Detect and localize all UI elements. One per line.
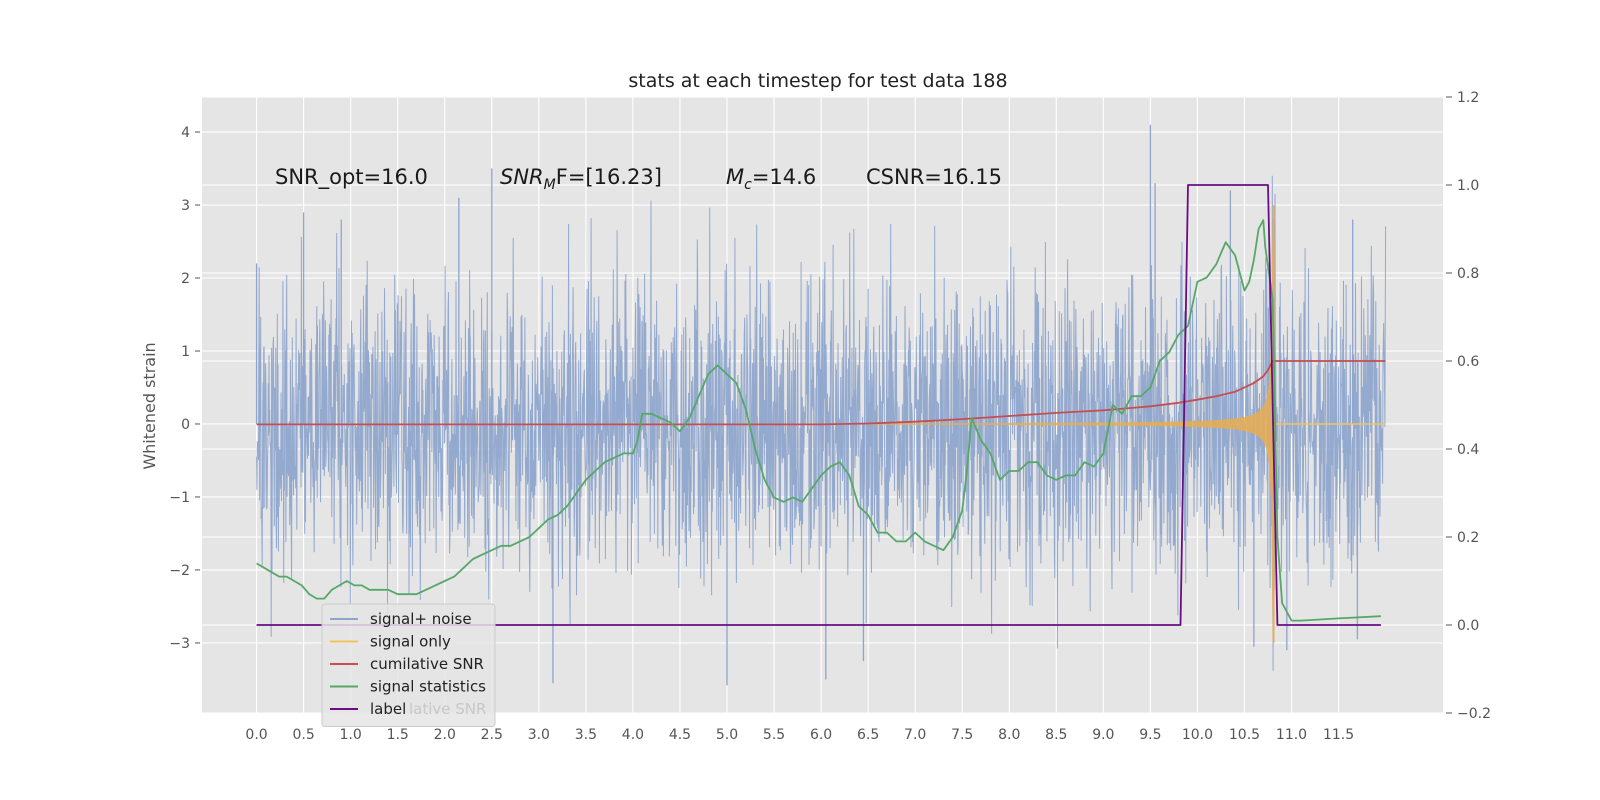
series-line-cumilative-SNR [256, 360, 1386, 426]
legend-label: signal only [370, 633, 451, 651]
y2-tick-label: 0.6 [1457, 354, 1479, 370]
y2-tick-label: 1.2 [1457, 90, 1479, 106]
legend-label: signal statistics [370, 678, 486, 696]
legend-label: signal+ noise [370, 610, 472, 628]
x-tick-label: 3.0 [528, 727, 550, 743]
x-tick-label: 6.5 [857, 727, 879, 743]
x-tick-label: 4.0 [622, 727, 644, 743]
y-tick-label: −3 [169, 636, 190, 652]
x-tick-label: 5.0 [716, 727, 738, 743]
x-tick-label: 10.5 [1229, 727, 1260, 743]
annotation-snr-mf: SNRMF=[16.23] [500, 165, 662, 193]
y-tick-label: 1 [181, 344, 190, 360]
x-tick-label: 1.5 [387, 727, 409, 743]
signal-plus-noise-trace [256, 175, 1387, 671]
x-tick-label: 8.0 [998, 727, 1020, 743]
y2-tick-label: 0.4 [1457, 442, 1479, 458]
x-tick-label: 10.0 [1182, 727, 1213, 743]
series-signal-plus-noise [255, 124, 1387, 686]
x-tick-label: 1.0 [340, 727, 362, 743]
y-tick-label: −1 [169, 490, 190, 506]
y-tick-label: 3 [181, 198, 190, 214]
annotation-snr-mf-sub: M [544, 177, 556, 193]
annotation-mc: Mc=14.6 [726, 165, 816, 193]
y2-tick-label: 0.2 [1457, 530, 1479, 546]
series-line-label [256, 184, 1381, 626]
x-tick-label: 0.5 [292, 727, 314, 743]
series-signal-only [868, 205, 1386, 643]
x-tick-label: 7.0 [904, 727, 926, 743]
y-tick-label: 2 [181, 271, 190, 287]
legend-label: label [370, 700, 406, 718]
annotation-snr-opt: SNR_opt=16.0 [275, 165, 428, 190]
x-tick-label: 0.0 [245, 727, 267, 743]
legend-ghost-text: lative SNR [409, 700, 486, 718]
signal-only-envelope [868, 205, 1275, 643]
chart-title: stats at each timestep for test data 188 [628, 70, 1007, 92]
annotation-mc-sub: c [744, 177, 752, 193]
x-tick-label: 6.0 [810, 727, 832, 743]
y2-tick-label: −0.2 [1457, 706, 1491, 722]
legend-box [321, 603, 496, 727]
annotation-snr-mf-base: SNR [500, 165, 544, 189]
x-tick-label: 3.5 [575, 727, 597, 743]
x-axis-ticks: 0.0 0.5 1.0 1.5 2.0 2.5 3.0 3.5 4.0 4.5 5.0 5.5 6.0 6… [245, 727, 1354, 743]
y-axis-label: Whitened strain [140, 342, 159, 469]
x-tick-label: 11.5 [1323, 727, 1354, 743]
x-tick-label: 9.0 [1092, 727, 1114, 743]
x-tick-label: 4.5 [669, 727, 691, 743]
x-tick-label: 5.5 [763, 727, 785, 743]
y-tick-label: 0 [181, 417, 190, 433]
x-tick-label: 8.5 [1045, 727, 1067, 743]
y2-axis-ticks: −0.2 0.0 0.2 0.4 0.6 0.8 1.0 1.2 [1446, 90, 1491, 722]
legend: signal+ noise signal only cumilative SNR si… [321, 603, 496, 727]
y2-tick-label: 0.0 [1457, 618, 1479, 634]
annotation-mc-base: M [726, 165, 744, 189]
x-tick-label: 9.5 [1139, 727, 1161, 743]
annotation-snr-mf-rest: F=[16.23] [556, 165, 662, 189]
annotations: SNR_opt=16.0 SNRMF=[16.23] Mc=14.6 CSNR=… [275, 165, 1002, 193]
x-tick-label: 2.5 [481, 727, 503, 743]
y2-tick-label: 1.0 [1457, 178, 1479, 194]
y2-tick-label: 0.8 [1457, 266, 1479, 282]
y-tick-label: −2 [169, 563, 190, 579]
annotation-csnr: CSNR=16.15 [866, 165, 1002, 189]
annotation-mc-rest: =14.6 [752, 165, 816, 189]
y-axis-ticks: −3 −2 −1 0 1 2 3 4 [169, 125, 200, 652]
x-tick-label: 2.0 [434, 727, 456, 743]
series-line-signal-statistics [256, 219, 1381, 622]
series-lines [256, 184, 1386, 626]
legend-label: cumilative SNR [370, 655, 484, 673]
x-tick-label: 7.5 [951, 727, 973, 743]
y-tick-label: 4 [181, 125, 190, 141]
x-tick-label: 11.0 [1276, 727, 1307, 743]
